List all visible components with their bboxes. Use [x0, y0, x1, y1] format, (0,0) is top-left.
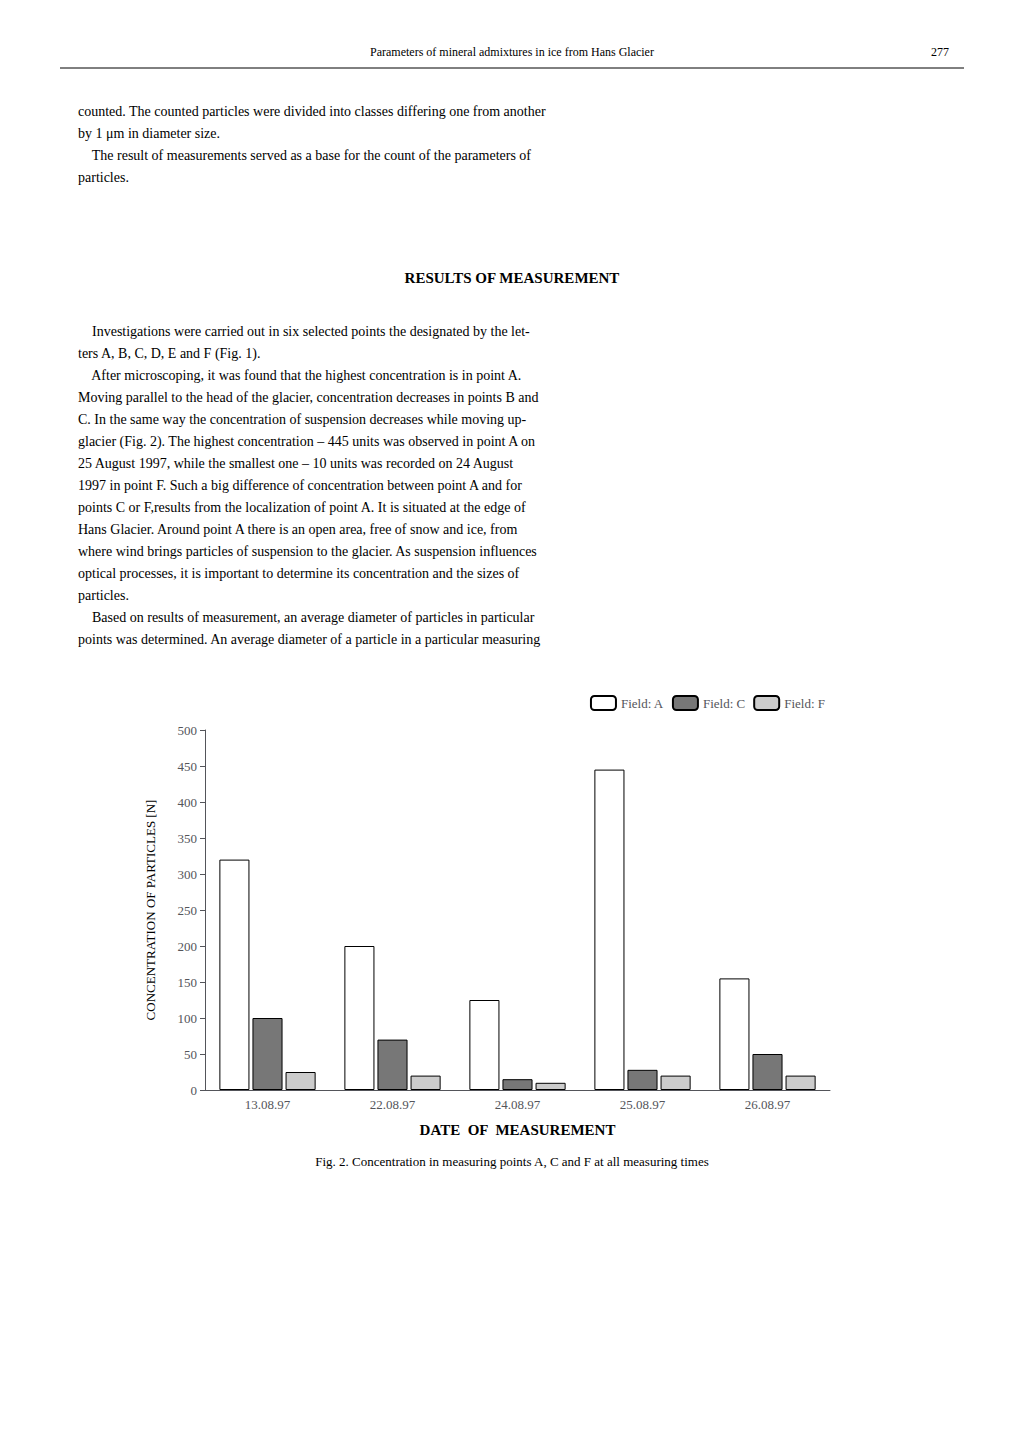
svg-text:counted. The counted particles: counted. The counted particles were divi… — [78, 104, 546, 119]
svg-text:ters A, B, C, D, E and F (Fig.: ters A, B, C, D, E and F (Fig. 1). — [78, 346, 260, 362]
svg-text:50: 50 — [184, 1047, 197, 1062]
svg-text:13.08.97: 13.08.97 — [245, 1097, 291, 1112]
svg-text:25.08.97: 25.08.97 — [620, 1097, 666, 1112]
svg-text:500: 500 — [178, 723, 198, 738]
svg-text:DATE OF MEASUREMENT: DATE OF MEASUREMENT — [420, 1122, 616, 1138]
svg-text:450: 450 — [178, 759, 198, 774]
svg-text:150: 150 — [178, 975, 198, 990]
svg-text:200: 200 — [178, 939, 198, 954]
svg-text:24.08.97: 24.08.97 — [495, 1097, 541, 1112]
svg-text:277: 277 — [931, 45, 949, 59]
svg-text:250: 250 — [178, 903, 198, 918]
svg-text:25 August 1997, while the smal: 25 August 1997, while the smallest one –… — [78, 456, 513, 471]
svg-text:particles.: particles. — [78, 170, 129, 185]
svg-text:400: 400 — [178, 795, 198, 810]
svg-text:optical processes, it is impor: optical processes, it is important to de… — [78, 566, 520, 581]
svg-text:Field: C: Field: C — [703, 696, 745, 711]
svg-text:The result of measurements ser: The result of measurements served as a b… — [78, 148, 531, 163]
svg-text:0: 0 — [191, 1083, 198, 1098]
svg-text:CONCENTRATION OF PARTICLES [N]: CONCENTRATION OF PARTICLES [N] — [143, 800, 158, 1021]
svg-text:350: 350 — [178, 831, 198, 846]
svg-text:Fig. 2. Concentration in measu: Fig. 2. Concentration in measuring point… — [315, 1154, 709, 1169]
svg-text:by 1 μm in diameter size.: by 1 μm in diameter size. — [78, 126, 220, 141]
svg-text:After microscoping, it was fou: After microscoping, it was found that th… — [78, 368, 521, 383]
svg-text:Field: F: Field: F — [784, 696, 825, 711]
svg-text:RESULTS OF MEASUREMENT: RESULTS OF MEASUREMENT — [405, 270, 620, 286]
svg-text:Hans Glacier. Around point A t: Hans Glacier. Around point A there is an… — [78, 522, 517, 537]
svg-text:Parameters of mineral admixtur: Parameters of mineral admixtures in ice … — [370, 45, 654, 59]
svg-text:1997 in point F. Such a big di: 1997 in point F. Such a big difference o… — [78, 478, 522, 493]
svg-text:particles.: particles. — [78, 588, 129, 603]
svg-text:glacier (Fig. 2). The highest: glacier (Fig. 2). The highest concentrat… — [78, 434, 535, 450]
svg-text:Investigations were carried ou: Investigations were carried out in six s… — [78, 324, 530, 339]
svg-text:points was determined. An aver: points was determined. An average diamet… — [78, 632, 540, 647]
svg-text:26.08.97: 26.08.97 — [745, 1097, 791, 1112]
svg-text:Field: A: Field: A — [621, 696, 664, 711]
svg-text:points C or F,results from the: points C or F,results from the localizat… — [78, 500, 526, 515]
svg-text:22.08.97: 22.08.97 — [370, 1097, 416, 1112]
svg-text:Based on results of measuremen: Based on results of measurement, an aver… — [78, 610, 535, 625]
svg-text:Moving parallel to the head of: Moving parallel to the head of the glaci… — [78, 390, 539, 405]
svg-text:100: 100 — [178, 1011, 198, 1026]
svg-text:where wind brings particles of: where wind brings particles of suspensio… — [78, 544, 537, 559]
svg-text:300: 300 — [178, 867, 198, 882]
svg-text:C. In the same way the concent: C. In the same way the concentration of … — [78, 412, 527, 427]
